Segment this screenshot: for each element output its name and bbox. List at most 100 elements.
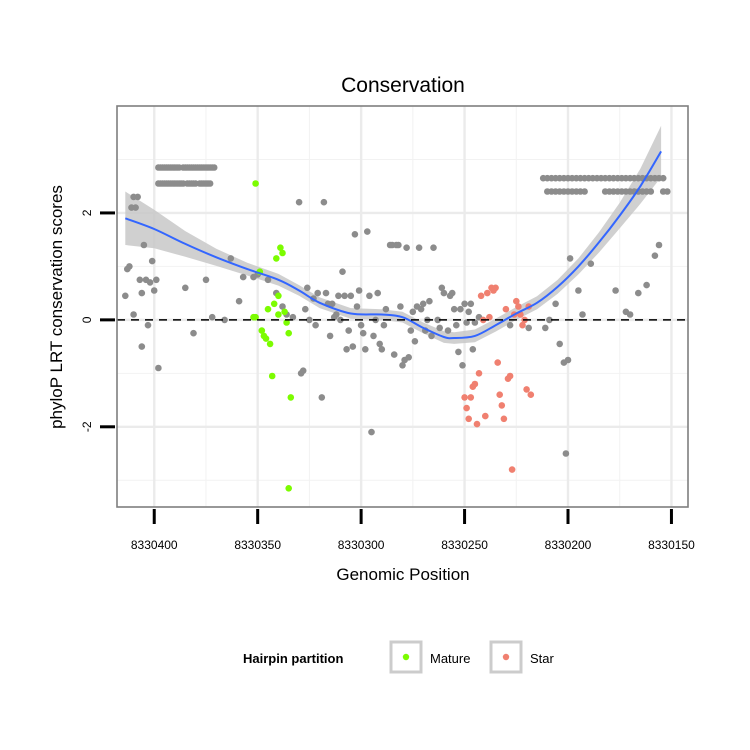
data-point-other xyxy=(575,287,582,294)
data-point-other xyxy=(362,346,369,353)
data-point-other xyxy=(380,321,388,329)
data-point-mature xyxy=(252,180,259,187)
data-point-other xyxy=(407,327,415,334)
data-point-other xyxy=(206,180,214,187)
data-point-star xyxy=(463,404,470,412)
data-point-other xyxy=(239,273,247,281)
data-point-other xyxy=(525,324,532,332)
grid-lines xyxy=(117,106,688,507)
data-point-other xyxy=(221,316,228,324)
data-point-other xyxy=(390,351,398,358)
data-point-other xyxy=(148,257,156,265)
y-tick-label: 2 xyxy=(80,209,94,216)
data-point-other xyxy=(455,348,462,356)
data-point-star xyxy=(482,412,489,420)
legend-item-mature: Mature xyxy=(389,640,470,674)
data-point-other xyxy=(419,300,427,308)
data-point-other xyxy=(337,316,344,324)
data-point-mature xyxy=(283,319,290,326)
data-point-other xyxy=(208,313,216,321)
data-point-mature xyxy=(287,394,295,401)
data-point-other xyxy=(469,346,477,353)
data-point-other xyxy=(581,188,588,195)
data-point-other xyxy=(210,164,218,171)
x-axis-title: Genomic Position xyxy=(336,565,469,584)
data-point-other xyxy=(150,287,158,294)
data-point-other xyxy=(382,305,390,313)
legend-dot-mature xyxy=(402,653,410,661)
data-point-other xyxy=(306,316,313,324)
data-point-other xyxy=(132,204,139,211)
data-point-star xyxy=(467,394,475,401)
data-point-other xyxy=(415,244,423,251)
data-point-other xyxy=(304,284,311,292)
data-point-other xyxy=(345,327,353,334)
data-point-other xyxy=(122,292,129,300)
data-point-other xyxy=(467,300,475,308)
data-point-mature xyxy=(258,327,266,334)
data-point-other xyxy=(144,321,152,329)
data-point-other xyxy=(302,305,309,313)
data-point-other xyxy=(461,300,468,308)
data-point-other xyxy=(426,297,433,305)
data-point-other xyxy=(612,287,619,294)
data-point-mature xyxy=(262,335,270,342)
data-point-star xyxy=(475,370,483,377)
data-point-other xyxy=(651,252,659,259)
data-point-other xyxy=(465,308,473,316)
data-point-other xyxy=(378,346,386,353)
data-point-other xyxy=(556,340,563,348)
data-point-other xyxy=(353,303,361,310)
data-point-other xyxy=(403,244,410,251)
data-point-other xyxy=(626,311,634,318)
data-point-other xyxy=(347,292,355,300)
data-point-other xyxy=(136,276,144,284)
data-point-mature xyxy=(275,311,282,318)
x-tick-label: 8330400 xyxy=(131,538,178,552)
data-point-other xyxy=(434,316,442,324)
data-point-mature xyxy=(279,249,286,257)
data-point-other xyxy=(546,316,553,324)
data-point-other xyxy=(364,228,371,235)
data-point-other xyxy=(635,289,642,297)
data-point-star xyxy=(498,402,506,409)
plot-panel xyxy=(116,105,689,508)
y-tick-label: 0 xyxy=(80,316,94,323)
data-point-other xyxy=(440,289,448,297)
data-point-other xyxy=(134,193,141,201)
data-point-other xyxy=(357,321,365,329)
data-point-other xyxy=(587,260,595,268)
legend-item-star: Star xyxy=(489,640,555,674)
data-point-other xyxy=(138,343,146,350)
data-point-other xyxy=(264,276,272,284)
data-point-other xyxy=(235,297,243,305)
data-point-star xyxy=(494,359,502,366)
data-point-star xyxy=(515,303,522,310)
data-point-star xyxy=(508,466,516,473)
data-point-mature xyxy=(264,305,272,313)
data-point-mature xyxy=(285,329,293,337)
x-axis: 8330400 8330350 8330300 8330250 8330200 83301… xyxy=(131,509,695,552)
data-point-other xyxy=(326,332,334,340)
data-point-other xyxy=(395,241,402,249)
legend: Hairpin partition Mature Star xyxy=(243,640,555,674)
data-point-other xyxy=(436,324,444,332)
data-point-star xyxy=(506,372,514,380)
data-point-star xyxy=(465,415,473,423)
data-point-mature xyxy=(252,313,259,321)
data-point-other xyxy=(448,289,456,297)
data-point-other xyxy=(359,329,367,337)
data-point-other xyxy=(146,279,154,286)
data-point-star xyxy=(513,297,520,305)
points-mature xyxy=(250,180,295,492)
data-point-other xyxy=(295,198,303,206)
data-point-star xyxy=(523,386,530,393)
data-point-other xyxy=(397,303,404,310)
data-point-star xyxy=(477,292,485,300)
data-point-other xyxy=(355,287,363,294)
x-tick-label: 8330200 xyxy=(545,538,592,552)
data-point-other xyxy=(664,188,671,195)
y-axis: 2 0 -2 xyxy=(80,209,115,432)
data-point-mature xyxy=(273,255,280,262)
data-point-other xyxy=(349,343,357,350)
